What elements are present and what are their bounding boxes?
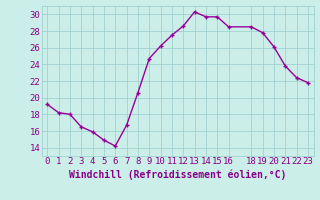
X-axis label: Windchill (Refroidissement éolien,°C): Windchill (Refroidissement éolien,°C) <box>69 169 286 180</box>
